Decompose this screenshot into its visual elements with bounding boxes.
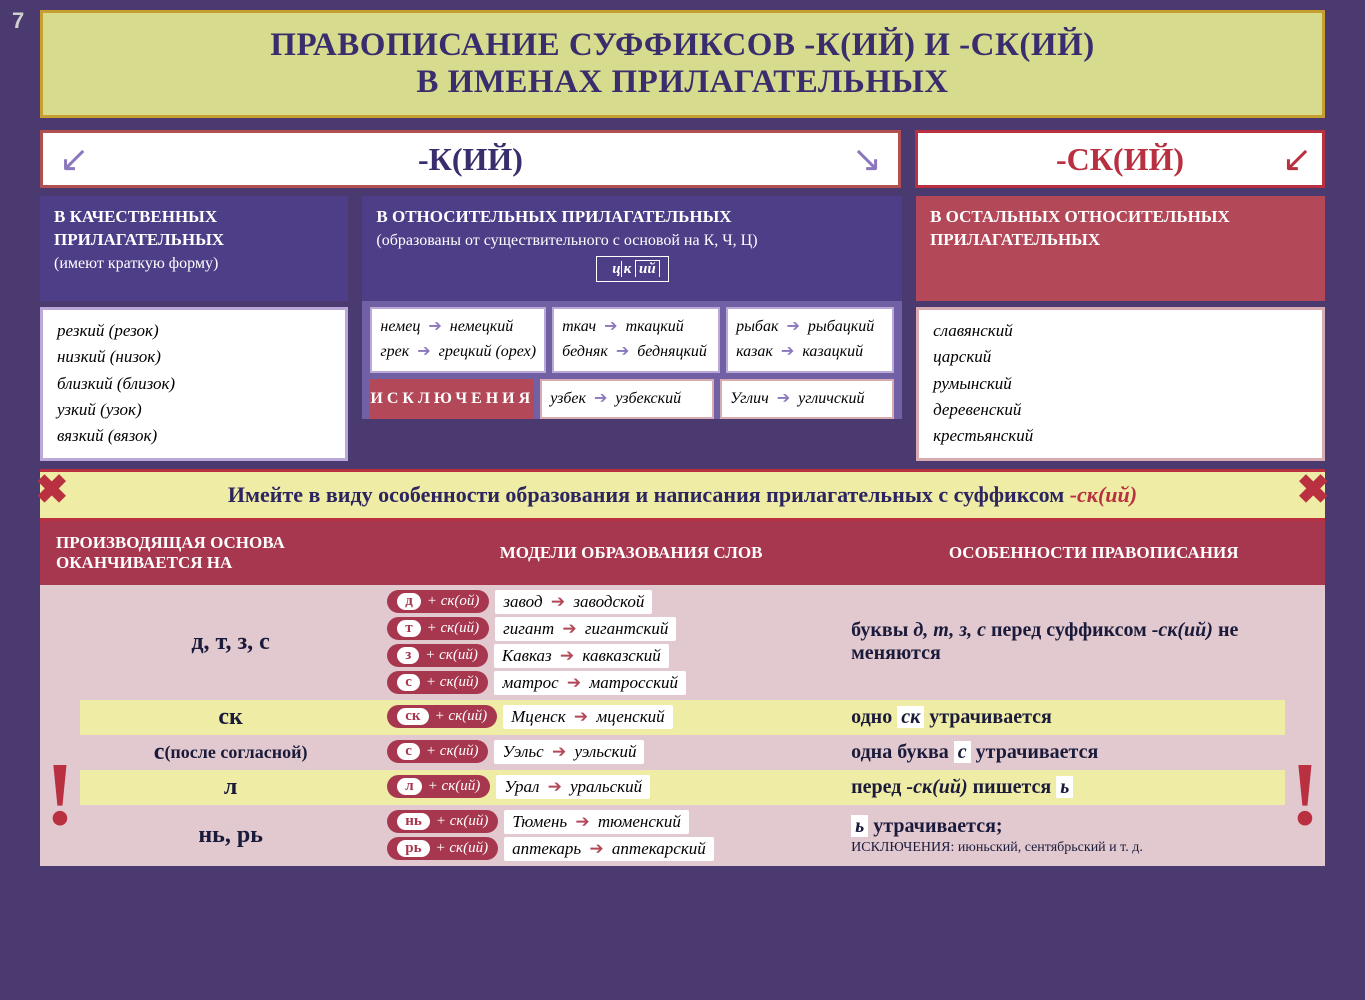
arrow-down-icon: ↙	[1282, 141, 1312, 177]
header-sk-label: -СК(ИЙ)	[1056, 141, 1184, 178]
row-rule: ь утрачивается;ИСКЛЮЧЕНИЯ: июньский, сен…	[839, 805, 1285, 866]
header-k: ↙ -К(ИЙ) ↙	[40, 130, 901, 188]
row-models: ск+ ск(ий)Мценск ➔ мценский	[381, 700, 839, 735]
th-orthography: ОСОБЕННОСТИ ПРАВОПИСАНИЯ	[862, 521, 1325, 585]
col3-header-text: В ОСТАЛЬНЫХ ОТНОСИТЕЛЬНЫХ ПРИЛАГАТЕЛЬНЫХ	[930, 207, 1230, 249]
exception-2: Углич ➔ угличский	[720, 379, 894, 420]
th-models: МОДЕЛИ ОБРАЗОВАНИЯ СЛОВ	[400, 521, 863, 585]
exception-1: узбек ➔ узбекский	[540, 379, 714, 420]
col1-examples: резкий (резок)низкий (низок)близкий (бли…	[40, 307, 348, 461]
arrow-down-right-icon: ↙	[852, 141, 882, 177]
col3-examples: славянскийцарскийрумынскийдеревенскийкре…	[916, 307, 1325, 461]
col2-box1: немец ➔ немецкийгрек ➔ грецкий (орех)	[370, 307, 546, 373]
exceptions-label: ИСКЛЮЧЕНИЯ	[370, 379, 534, 420]
col-relative-kchts: В ОТНОСИТЕЛЬНЫХ ПРИЛАГАТЕЛЬНЫХ (образова…	[362, 196, 902, 461]
col-qualitative: В КАЧЕСТВЕННЫХ ПРИЛАГАТЕЛЬНЫХ (имеют кра…	[40, 196, 348, 461]
col2-subtext: (образованы от существительного с осново…	[376, 232, 757, 249]
row-models: нь+ ск(ий)Тюмень ➔ тюменскийрь+ ск(ий)ап…	[381, 805, 839, 866]
page-number: 7	[12, 8, 24, 34]
row-rule: одна буква с утрачивается	[839, 735, 1285, 770]
arrow-down-left-icon: ↙	[59, 141, 89, 177]
col2-box2: ткач ➔ ткацкийбедняк ➔ бедняцкий	[552, 307, 720, 373]
col2-header: В ОТНОСИТЕЛЬНЫХ ПРИЛАГАТЕЛЬНЫХ (образова…	[362, 196, 902, 301]
row-models: л+ ск(ий)Урал ➔ уральский	[381, 770, 839, 805]
row-base: д, т, з, с	[80, 585, 381, 700]
table-row: д, т, з, сд+ ск(ой)завод ➔ заводскойт+ с…	[80, 585, 1285, 700]
row-base: ск	[80, 700, 381, 735]
title-line1: ПРАВОПИСАНИЕ СУФФИКСОВ -К(ИЙ) И -СК(ИЙ)	[63, 27, 1302, 64]
row-base: л	[80, 770, 381, 805]
suffix-header-row: ↙ -К(ИЙ) ↙ -СК(ИЙ) ↙	[40, 130, 1325, 188]
header-sk: -СК(ИЙ) ↙	[915, 130, 1325, 188]
col3-header: В ОСТАЛЬНЫХ ОТНОСИТЕЛЬНЫХ ПРИЛАГАТЕЛЬНЫХ	[916, 196, 1325, 301]
row-models: д+ ск(ой)завод ➔ заводскойт+ ск(ий)гиган…	[381, 585, 839, 700]
title: ПРАВОПИСАНИЕ СУФФИКСОВ -К(ИЙ) И -СК(ИЙ) …	[40, 10, 1325, 118]
note-suffix: -ск(ий)	[1070, 482, 1137, 507]
col1-header: В КАЧЕСТВЕННЫХ ПРИЛАГАТЕЛЬНЫХ (имеют кра…	[40, 196, 348, 301]
table-header: ПРОИЗВОДЯЩАЯ ОСНОВА ОКАНЧИВАЕТСЯ НА МОДЕ…	[40, 521, 1325, 585]
col-other-relative: В ОСТАЛЬНЫХ ОТНОСИТЕЛЬНЫХ ПРИЛАГАТЕЛЬНЫХ…	[916, 196, 1325, 461]
table-row: с (после согласной)с+ ск(ий)Уэльс ➔ уэль…	[80, 735, 1285, 770]
x-icon-right: ✖	[1296, 466, 1330, 513]
note-text: Имейте в виду особенности образования и …	[228, 482, 1070, 507]
col2-body: немец ➔ немецкийгрек ➔ грецкий (орех) тк…	[362, 301, 902, 419]
th-base-ending: ПРОИЗВОДЯЩАЯ ОСНОВА ОКАНЧИВАЕТСЯ НА	[40, 521, 400, 585]
header-k-label: -К(ИЙ)	[418, 141, 523, 178]
col2-header-text: В ОТНОСИТЕЛЬНЫХ ПРИЛАГАТЕЛЬНЫХ	[376, 207, 731, 226]
row-rule: буквы д, т, з, с перед суффиксом -ск(ий)…	[839, 585, 1285, 700]
row-models: с+ ск(ий)Уэльс ➔ уэльский	[381, 735, 839, 770]
note-strip: ✖ Имейте в виду особенности образования …	[40, 469, 1325, 521]
col1-subtext: (имеют краткую форму)	[54, 255, 218, 272]
exclamation-left: !	[40, 585, 80, 866]
exclamation-right: !	[1285, 585, 1325, 866]
row-rule: перед -ск(ий) пишется ь	[839, 770, 1285, 805]
x-icon-left: ✖	[35, 466, 69, 513]
col1-header-text: В КАЧЕСТВЕННЫХ ПРИЛАГАТЕЛЬНЫХ	[54, 207, 224, 249]
formation-table: ! д, т, з, сд+ ск(ой)завод ➔ заводскойт+…	[40, 585, 1325, 866]
row-base: нь, рь	[80, 805, 381, 866]
main-columns: В КАЧЕСТВЕННЫХ ПРИЛАГАТЕЛЬНЫХ (имеют кра…	[40, 196, 1325, 461]
title-line2: В ИМЕНАХ ПРИЛАГАТЕЛЬНЫХ	[63, 64, 1302, 101]
table-row: скск+ ск(ий)Мценск ➔ мценскийодно ск утр…	[80, 700, 1285, 735]
row-rule: одно ск утрачивается	[839, 700, 1285, 735]
row-base: с (после согласной)	[80, 735, 381, 770]
table-row: лл+ ск(ий)Урал ➔ уральскийперед -ск(ий) …	[80, 770, 1285, 805]
table-row: нь, рьнь+ ск(ий)Тюмень ➔ тюменскийрь+ ск…	[80, 805, 1285, 866]
morpheme-box: цк ий	[596, 256, 669, 282]
col2-box3: рыбак ➔ рыбацкийказак ➔ казацкий	[726, 307, 894, 373]
